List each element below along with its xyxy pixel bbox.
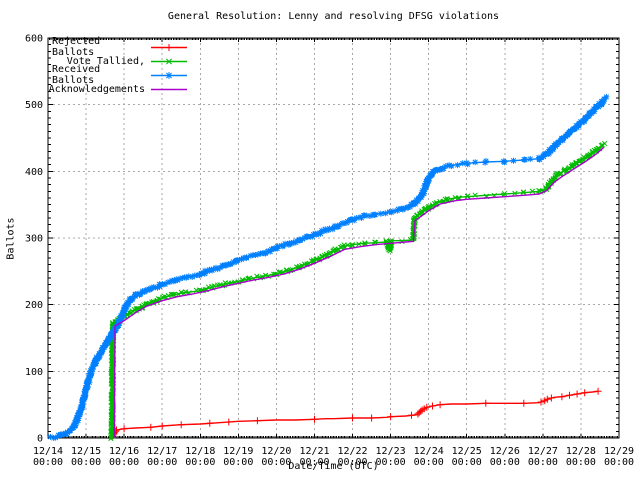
series-line-received-ballots: [49, 97, 607, 439]
legend-sample-line: [151, 58, 187, 64]
x-tick-label-date: 12/15: [71, 446, 101, 457]
x-tick-label-date: 12/20: [261, 446, 291, 457]
legend-sample-line: [151, 71, 187, 79]
x-tick-label-time: 00:00: [185, 457, 215, 468]
legend: Rejected Ballots Vote Tallied, Received …: [48, 36, 188, 96]
gridlines: [48, 38, 619, 438]
y-tick-label: 100: [25, 367, 43, 378]
x-tick-label-time: 00:00: [33, 457, 63, 468]
x-tick-label-time: 00:00: [71, 457, 101, 468]
legend-marker: [165, 71, 173, 79]
x-tick-label-time: 00:00: [147, 457, 177, 468]
x-tick-label-date: 12/22: [337, 446, 367, 457]
legend-label: Rejected Ballots: [52, 36, 101, 58]
series-markers-received-ballots: [47, 93, 610, 441]
legend-label: Vote Tallied,: [66, 55, 145, 67]
x-tick-label-time: 00:00: [414, 457, 444, 468]
x-tick-label-time: 00:00: [109, 457, 139, 468]
x-tick-label-date: 12/19: [223, 446, 253, 457]
legend-label: Acknowledgements: [48, 83, 145, 95]
legend-label: Received Ballots: [52, 64, 101, 86]
x-tick-label-time: 00:00: [566, 457, 596, 468]
y-tick-label: 300: [25, 234, 43, 245]
x-tick-label-date: 12/18: [185, 446, 215, 457]
y-tick-label: 200: [25, 300, 43, 311]
x-tick-label-time: 00:00: [337, 457, 367, 468]
x-tick-label-time: 00:00: [299, 457, 329, 468]
chart-title: General Resolution: Lenny and resolving …: [167, 11, 500, 22]
x-tick-label-date: 12/27: [528, 446, 558, 457]
x-tick-label-date: 12/26: [490, 446, 520, 457]
series-line-rejected-ballots: [111, 390, 599, 438]
series-markers-vote-tallied: [108, 140, 608, 442]
legend-item-vote-tallied: Vote Tallied,: [52, 54, 188, 68]
series-line-acknowledgements: [113, 146, 605, 439]
legend-item-rejected-ballots: Rejected Ballots: [52, 36, 188, 58]
x-axis-label: Date/Time (UTC): [288, 461, 379, 472]
legend-sample-line: [151, 43, 187, 51]
x-tick-label-date: 12/23: [376, 446, 406, 457]
x-tick-label-time: 00:00: [223, 457, 253, 468]
x-tick-label-date: 12/21: [299, 446, 329, 457]
x-tick-label-date: 12/16: [109, 446, 139, 457]
legend-marker: [166, 58, 172, 64]
y-tick-label: 0: [37, 434, 43, 445]
x-tick-label-date: 12/29: [604, 446, 634, 457]
y-tick-label: 500: [25, 100, 43, 111]
y-tick-label: 400: [25, 167, 43, 178]
y-tick-label: 600: [25, 34, 43, 45]
x-tick-label-date: 12/28: [566, 446, 596, 457]
x-tick-label-time: 00:00: [604, 457, 634, 468]
series-markers-rejected-ballots: [108, 387, 602, 441]
x-tick-label-date: 12/17: [147, 446, 177, 457]
plot-border-and-ticks: [47, 37, 620, 439]
x-tick-label-time: 00:00: [452, 457, 482, 468]
legend-sample-line: [151, 88, 187, 90]
x-tick-label-time: 00:00: [528, 457, 558, 468]
y-axis-label: Ballots: [5, 217, 17, 260]
x-tick-label-date: 12/25: [452, 446, 482, 457]
legend-item-acknowledgements: Acknowledgements: [48, 82, 188, 96]
x-tick-label-time: 00:00: [376, 457, 406, 468]
x-tick-label-time: 00:00: [261, 457, 291, 468]
x-tick-label-time: 00:00: [490, 457, 520, 468]
x-tick-label-date: 12/14: [33, 446, 63, 457]
legend-marker: [165, 43, 173, 51]
x-tick-label-date: 12/24: [414, 446, 444, 457]
legend-item-received-ballots: Received Ballots: [52, 64, 188, 86]
